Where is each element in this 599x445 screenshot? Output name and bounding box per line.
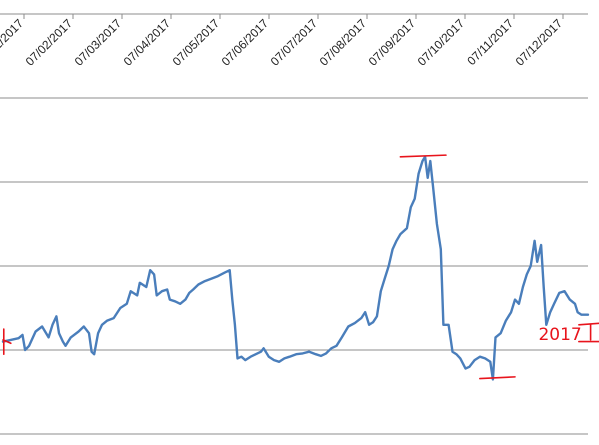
x-tick-label: 07/02/2017: [23, 16, 76, 69]
annotation-mark: [399, 154, 447, 158]
series-group: [1, 155, 590, 381]
x-tick-label: 07/12/2017: [513, 16, 566, 69]
x-tick-label: 07/04/2017: [121, 16, 174, 69]
gridlines: [0, 13, 588, 435]
annotation-label: 2017: [538, 325, 581, 345]
x-tick-label: 07/09/2017: [366, 16, 419, 69]
annotation-mark: [479, 376, 516, 380]
x-tick-label: 07/08/2017: [317, 16, 370, 69]
x-tick-label: 07/05/2017: [170, 16, 223, 69]
x-axis-tick-labels: 07/01/201707/02/201707/03/201707/04/2017…: [0, 16, 565, 69]
annotation-mark: [578, 322, 599, 326]
annotations-group: 2017: [2, 154, 599, 380]
x-tick-label: 07/01/2017: [0, 16, 26, 69]
x-tick-label: 07/06/2017: [219, 16, 272, 69]
x-tick-label: 07/11/2017: [464, 16, 516, 68]
series-line: [1, 155, 590, 381]
x-tick-label: 07/03/2017: [72, 16, 125, 69]
x-tick-label: 07/10/2017: [415, 16, 468, 69]
x-axis-ticks: [23, 14, 564, 19]
x-tick-label: 07/07/2017: [268, 16, 321, 69]
